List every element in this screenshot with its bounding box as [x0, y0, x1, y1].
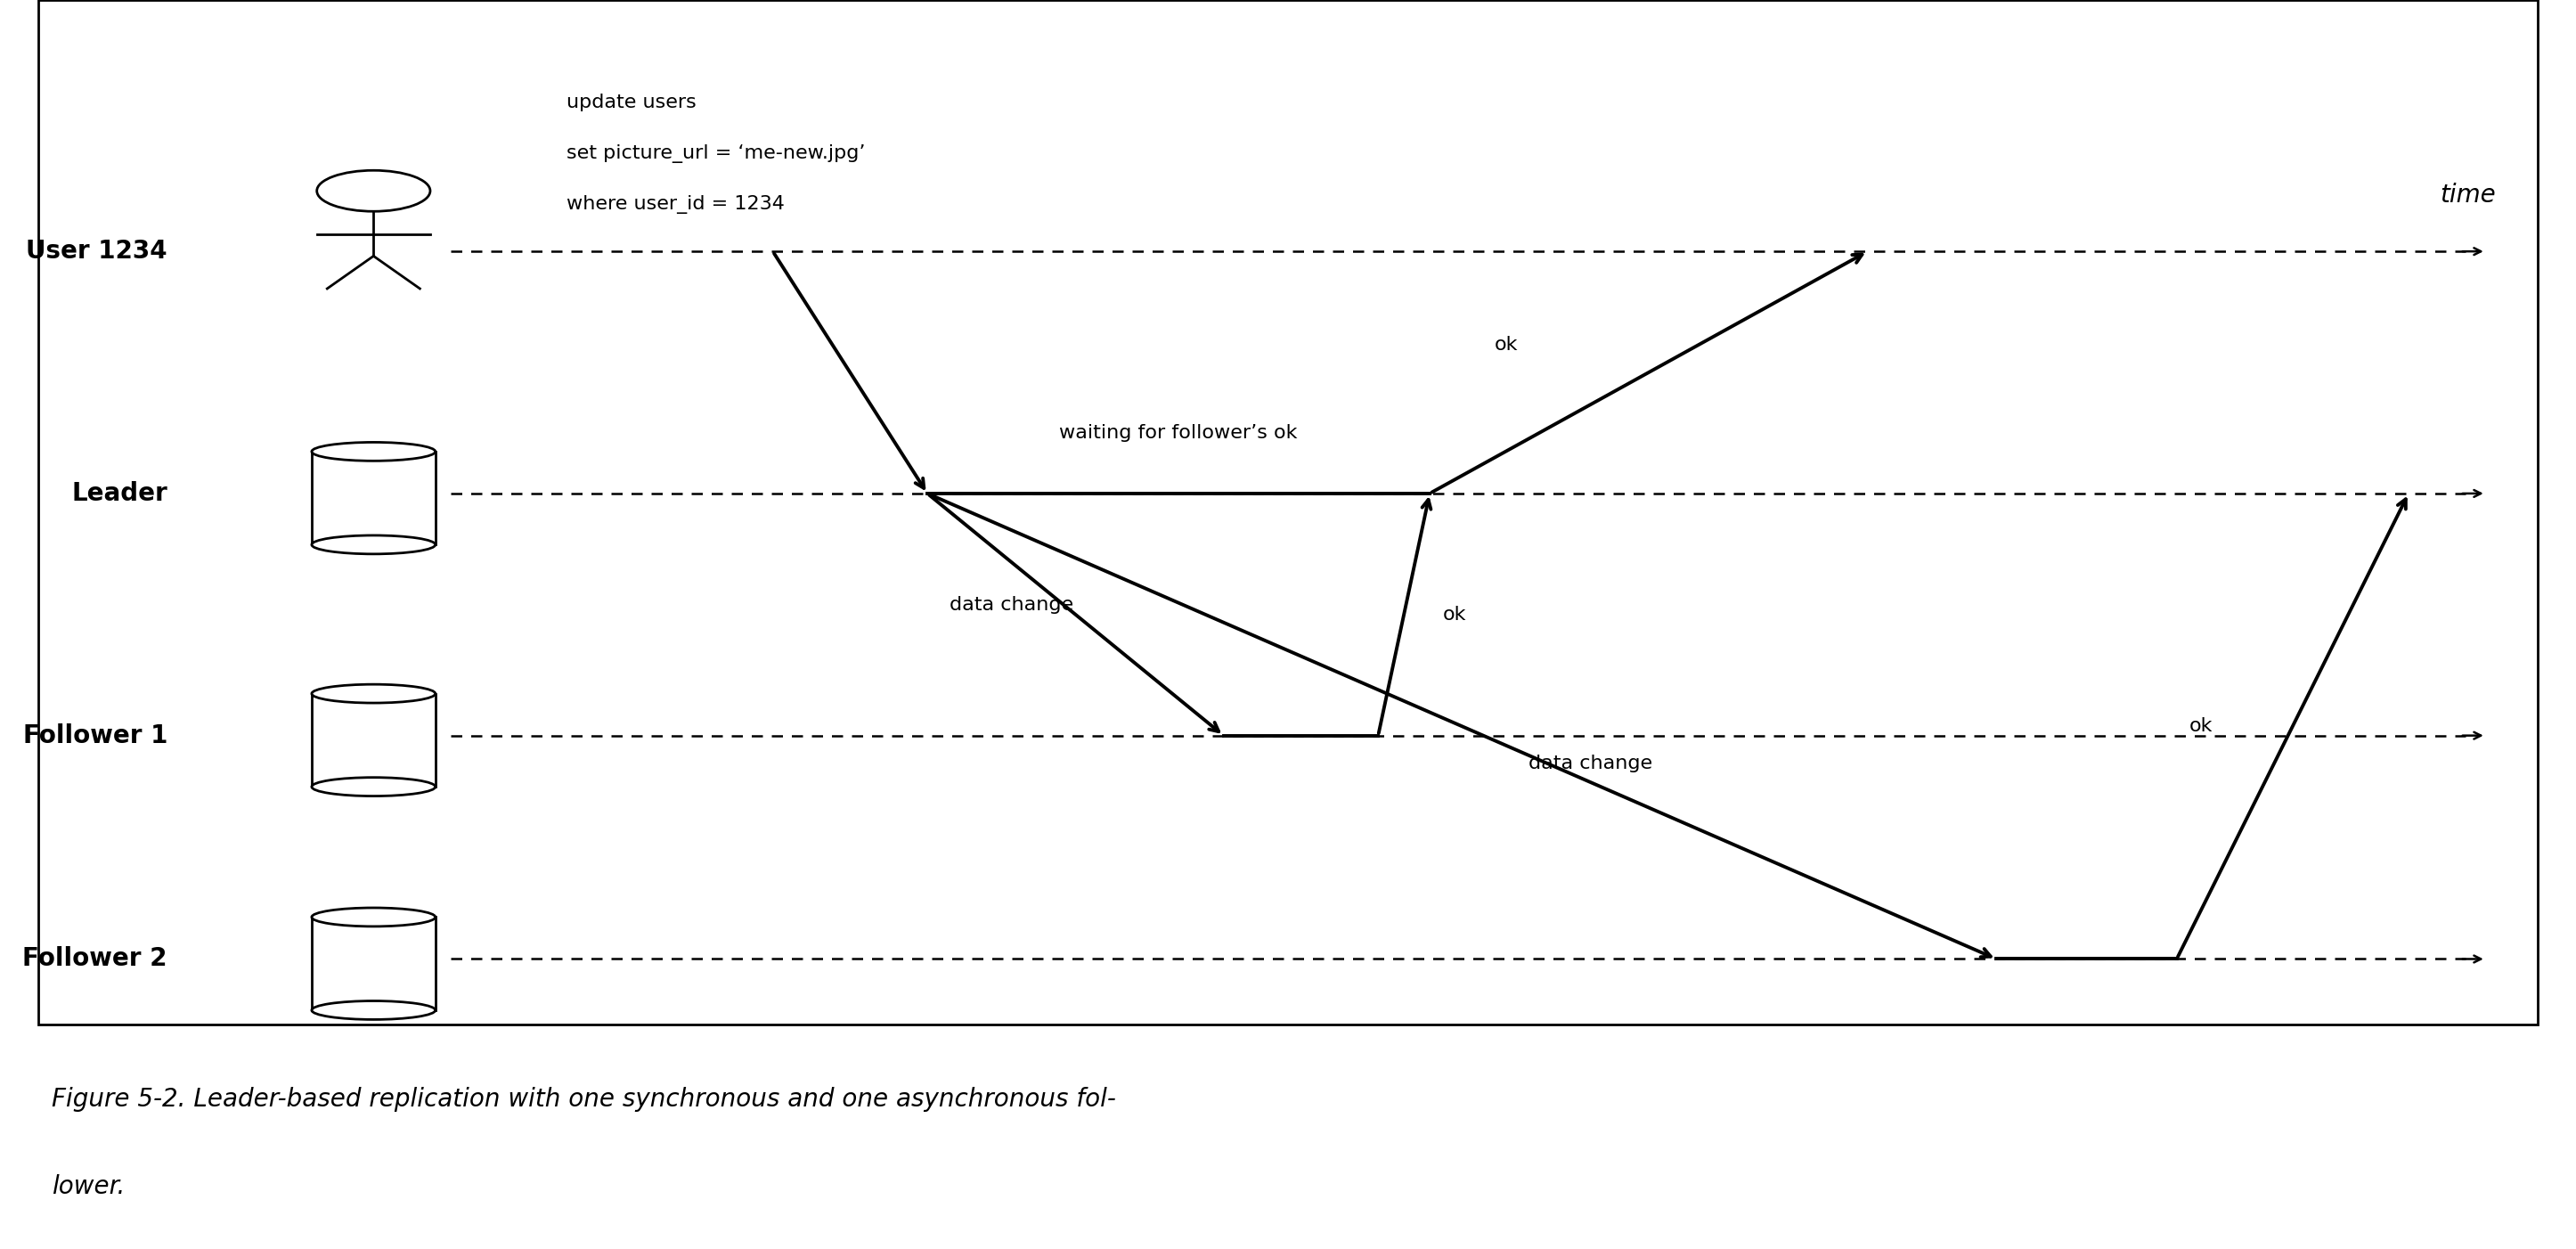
Text: Figure 5-2. Leader-based replication with one synchronous and one asynchronous f: Figure 5-2. Leader-based replication wit… [52, 1087, 1115, 1112]
Text: data change: data change [1528, 754, 1654, 772]
Ellipse shape [312, 442, 435, 461]
Text: Follower 2: Follower 2 [23, 947, 167, 972]
Text: waiting for follower’s ok: waiting for follower’s ok [1059, 425, 1298, 442]
Text: User 1234: User 1234 [26, 239, 167, 264]
Text: Leader: Leader [72, 481, 167, 506]
Text: ok: ok [1443, 606, 1466, 623]
Ellipse shape [312, 536, 435, 555]
Ellipse shape [312, 1000, 435, 1019]
Text: update users: update users [567, 94, 696, 111]
Text: lower.: lower. [52, 1174, 124, 1199]
Bar [312, 452, 435, 545]
Ellipse shape [312, 684, 435, 703]
Text: time: time [2439, 184, 2496, 209]
Text: Follower 1: Follower 1 [23, 723, 167, 748]
Text: ok: ok [1494, 336, 1517, 353]
Text: ok: ok [2190, 717, 2213, 736]
Ellipse shape [312, 908, 435, 927]
Bar [312, 693, 435, 787]
Text: set picture_url = ‘me-new.jpg’: set picture_url = ‘me-new.jpg’ [567, 145, 866, 164]
Ellipse shape [312, 777, 435, 796]
Text: data change: data change [948, 596, 1074, 615]
Bar [312, 917, 435, 1010]
Text: where user_id = 1234: where user_id = 1234 [567, 196, 786, 215]
